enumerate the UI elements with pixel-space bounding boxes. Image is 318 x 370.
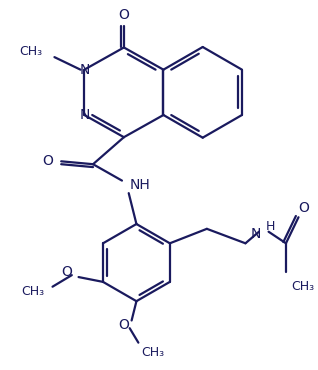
Text: CH₃: CH₃ bbox=[291, 280, 314, 293]
Text: O: O bbox=[298, 201, 309, 215]
Text: CH₃: CH₃ bbox=[20, 45, 43, 58]
Text: CH₃: CH₃ bbox=[22, 285, 45, 298]
Text: N: N bbox=[251, 227, 261, 240]
Text: N: N bbox=[79, 108, 90, 122]
Text: N: N bbox=[79, 63, 90, 77]
Text: O: O bbox=[119, 8, 129, 22]
Text: NH: NH bbox=[130, 178, 150, 192]
Text: CH₃: CH₃ bbox=[141, 346, 164, 359]
Text: H: H bbox=[266, 221, 275, 233]
Text: O: O bbox=[118, 318, 129, 332]
Text: O: O bbox=[61, 265, 72, 279]
Text: O: O bbox=[43, 154, 53, 168]
